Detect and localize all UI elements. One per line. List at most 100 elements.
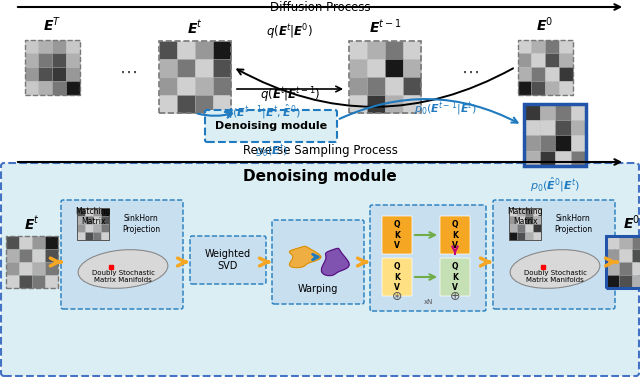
Bar (385, 59, 403, 77)
Bar (517, 232, 525, 240)
Text: Q
K
V: Q K V (452, 262, 458, 292)
Bar (524, 135, 540, 150)
Bar (32, 275, 45, 288)
Bar (6, 236, 58, 288)
Bar (509, 208, 541, 240)
Bar (525, 216, 533, 224)
Text: $g_\theta(\boldsymbol{E}^t)$: $g_\theta(\boldsymbol{E}^t)$ (255, 142, 287, 159)
Bar (6, 275, 19, 288)
Bar (195, 77, 213, 95)
Ellipse shape (510, 250, 600, 288)
Bar (570, 135, 586, 150)
Bar (525, 232, 533, 240)
Bar (195, 95, 213, 113)
Bar (213, 59, 231, 77)
Bar (38, 53, 52, 67)
Bar (93, 224, 101, 232)
Bar (177, 77, 195, 95)
Bar (6, 262, 19, 275)
Text: $\cdots$: $\cdots$ (119, 63, 137, 81)
Bar (509, 224, 517, 232)
Bar (85, 224, 93, 232)
Bar (403, 41, 421, 59)
Text: $\oplus$: $\oplus$ (449, 291, 461, 303)
Bar (533, 224, 541, 232)
Bar (38, 40, 52, 53)
Bar (19, 236, 32, 249)
Text: SinkHorn
Projection: SinkHorn Projection (554, 214, 592, 234)
Bar (540, 135, 555, 150)
Bar (632, 249, 640, 262)
Bar (632, 236, 640, 249)
Bar (213, 77, 231, 95)
Bar (606, 236, 619, 249)
Bar (32, 262, 45, 275)
Bar (367, 95, 385, 113)
Text: $q(\boldsymbol{E}^t|\boldsymbol{E}^{t-1})$: $q(\boldsymbol{E}^t|\boldsymbol{E}^{t-1}… (260, 85, 320, 105)
Bar (19, 262, 32, 275)
Bar (367, 41, 385, 59)
Bar (545, 40, 559, 53)
Bar (93, 216, 101, 224)
Text: $q(\boldsymbol{E}^{t-1}|\boldsymbol{E}^t,\hat{\boldsymbol{E}}^0)$: $q(\boldsymbol{E}^{t-1}|\boldsymbol{E}^t… (225, 103, 301, 121)
Bar (45, 262, 58, 275)
Text: Q
K
V: Q K V (394, 262, 400, 292)
Bar (540, 150, 555, 166)
FancyBboxPatch shape (382, 258, 412, 296)
Bar (570, 120, 586, 135)
Bar (6, 236, 19, 249)
Bar (24, 53, 38, 67)
Bar (77, 224, 85, 232)
Bar (101, 232, 109, 240)
Bar (93, 232, 101, 240)
Bar (159, 95, 177, 113)
Bar (518, 67, 531, 81)
FancyBboxPatch shape (190, 236, 266, 284)
Bar (525, 224, 533, 232)
Bar (45, 236, 58, 249)
Bar (531, 81, 545, 95)
Bar (403, 59, 421, 77)
Bar (518, 40, 573, 95)
Text: $\boldsymbol{E}^t$: $\boldsymbol{E}^t$ (187, 18, 203, 36)
Bar (159, 41, 177, 59)
Polygon shape (289, 246, 321, 268)
Text: Warping: Warping (298, 284, 338, 294)
Bar (524, 150, 540, 166)
Bar (619, 236, 632, 249)
Bar (367, 77, 385, 95)
Bar (385, 77, 403, 95)
Bar (518, 81, 531, 95)
Bar (531, 40, 545, 53)
Text: Denoising module: Denoising module (215, 121, 327, 131)
Text: $\boldsymbol{E}^T$: $\boldsymbol{E}^T$ (43, 16, 61, 35)
Bar (632, 262, 640, 275)
Bar (77, 216, 85, 224)
Text: Weighted
SVD: Weighted SVD (205, 249, 251, 271)
Text: SinkHorn
Projection: SinkHorn Projection (122, 214, 160, 234)
Bar (6, 249, 19, 262)
Bar (52, 81, 66, 95)
Bar (349, 59, 367, 77)
FancyBboxPatch shape (1, 163, 639, 376)
Bar (195, 59, 213, 77)
FancyBboxPatch shape (440, 216, 470, 254)
Text: $\boldsymbol{E}^t$: $\boldsymbol{E}^t$ (24, 215, 40, 232)
Bar (619, 262, 632, 275)
Bar (77, 232, 85, 240)
FancyBboxPatch shape (382, 216, 412, 254)
Bar (32, 236, 45, 249)
Bar (540, 120, 555, 135)
Text: Q
K
V: Q K V (394, 220, 400, 250)
Bar (531, 53, 545, 67)
Bar (52, 67, 66, 81)
Bar (555, 104, 570, 120)
Bar (517, 216, 525, 224)
FancyBboxPatch shape (61, 200, 183, 309)
Bar (403, 95, 421, 113)
Text: xN: xN (423, 299, 433, 305)
Bar (19, 249, 32, 262)
Bar (38, 81, 52, 95)
Bar (619, 249, 632, 262)
Bar (524, 104, 540, 120)
